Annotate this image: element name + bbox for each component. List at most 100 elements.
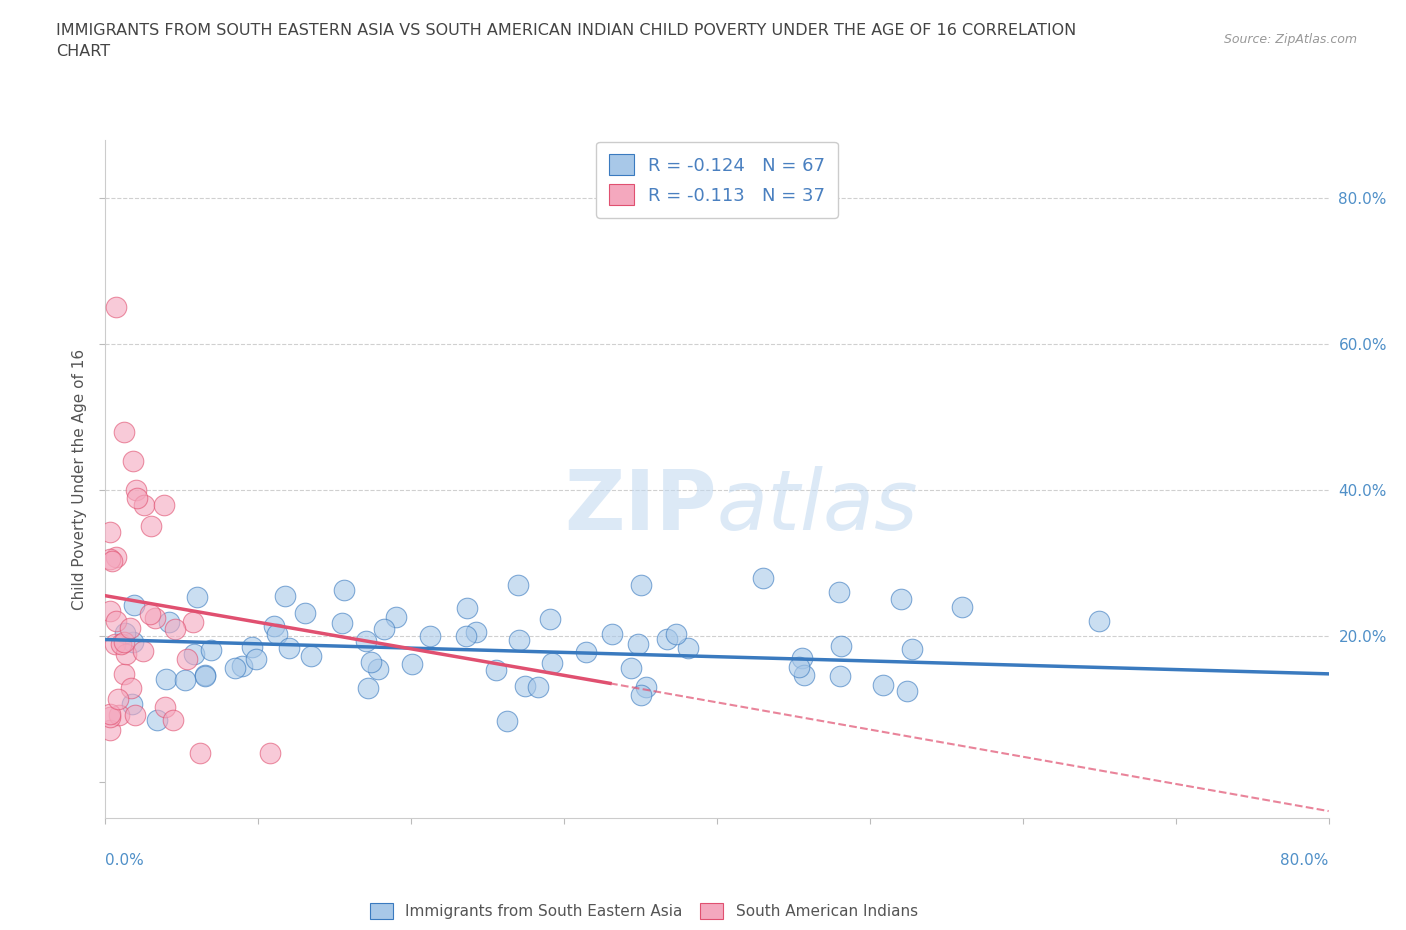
Point — [657, 631, 679, 646]
Point — [830, 669, 852, 684]
Point — [181, 615, 204, 630]
Point — [678, 641, 700, 656]
Point — [104, 636, 127, 651]
Point — [114, 625, 136, 640]
Point — [294, 605, 316, 620]
Point — [145, 712, 167, 727]
Point — [830, 639, 852, 654]
Text: 0.0%: 0.0% — [105, 853, 145, 868]
Point — [183, 646, 205, 661]
Point — [665, 627, 688, 642]
Point — [200, 643, 222, 658]
Point — [231, 658, 253, 673]
Point — [373, 621, 395, 636]
Point — [194, 668, 217, 683]
Point — [630, 687, 652, 702]
Point — [790, 651, 813, 666]
Point — [105, 300, 128, 315]
Point — [575, 644, 598, 659]
Point — [419, 628, 441, 643]
Point — [627, 636, 650, 651]
Point — [259, 745, 281, 760]
Point — [263, 618, 285, 633]
Point — [600, 626, 623, 641]
Point — [98, 723, 121, 737]
Point — [194, 669, 217, 684]
Point — [162, 712, 184, 727]
Point — [122, 453, 145, 468]
Point — [143, 610, 166, 625]
Point — [155, 671, 177, 686]
Point — [274, 589, 297, 604]
Point — [513, 679, 536, 694]
Text: ZIP: ZIP — [565, 466, 717, 547]
Point — [141, 519, 163, 534]
Point — [508, 633, 530, 648]
Point — [186, 590, 208, 604]
Point — [526, 680, 548, 695]
Point — [176, 651, 198, 666]
Point — [456, 629, 478, 644]
Point — [125, 483, 148, 498]
Point — [354, 633, 377, 648]
Point — [299, 649, 322, 664]
Point — [245, 651, 267, 666]
Point — [240, 639, 263, 654]
Point — [153, 699, 176, 714]
Point — [266, 627, 288, 642]
Point — [620, 660, 643, 675]
Text: Source: ZipAtlas.com: Source: ZipAtlas.com — [1223, 33, 1357, 46]
Text: 80.0%: 80.0% — [1281, 853, 1329, 868]
Point — [485, 663, 508, 678]
Point — [896, 684, 918, 698]
Point — [357, 680, 380, 695]
Point — [1088, 614, 1111, 629]
Text: CHART: CHART — [56, 44, 110, 59]
Point — [540, 655, 562, 670]
Point — [330, 616, 353, 631]
Point — [787, 659, 810, 674]
Point — [872, 677, 894, 692]
Point — [120, 620, 142, 635]
Point — [277, 641, 299, 656]
Text: atlas: atlas — [717, 466, 918, 547]
Point — [793, 667, 815, 682]
Point — [360, 655, 382, 670]
Point — [110, 636, 132, 651]
Point — [465, 625, 488, 640]
Point — [630, 578, 652, 592]
Point — [112, 424, 135, 439]
Point — [538, 611, 561, 626]
Point — [828, 585, 851, 600]
Point — [124, 708, 146, 723]
Point — [889, 592, 911, 607]
Point — [367, 661, 389, 676]
Y-axis label: Child Poverty Under the Age of 16: Child Poverty Under the Age of 16 — [72, 349, 87, 609]
Point — [115, 646, 138, 661]
Point — [112, 666, 135, 681]
Point — [139, 606, 162, 621]
Legend: R = -0.124   N = 67, R = -0.113   N = 37: R = -0.124 N = 67, R = -0.113 N = 37 — [596, 141, 838, 218]
Point — [98, 525, 121, 539]
Point — [98, 710, 121, 724]
Point — [332, 583, 354, 598]
Point — [101, 554, 124, 569]
Point — [636, 680, 658, 695]
Point — [132, 497, 155, 512]
Point — [385, 610, 408, 625]
Point — [120, 680, 142, 695]
Point — [108, 707, 131, 722]
Point — [98, 551, 121, 566]
Point — [122, 597, 145, 612]
Point — [127, 490, 149, 505]
Text: IMMIGRANTS FROM SOUTH EASTERN ASIA VS SOUTH AMERICAN INDIAN CHILD POVERTY UNDER : IMMIGRANTS FROM SOUTH EASTERN ASIA VS SO… — [56, 23, 1077, 38]
Point — [132, 644, 155, 658]
Point — [157, 614, 180, 629]
Point — [105, 614, 128, 629]
Point — [190, 745, 212, 760]
Point — [163, 622, 186, 637]
Point — [173, 673, 195, 688]
Point — [401, 657, 423, 671]
Point — [900, 641, 922, 656]
Point — [98, 604, 121, 618]
